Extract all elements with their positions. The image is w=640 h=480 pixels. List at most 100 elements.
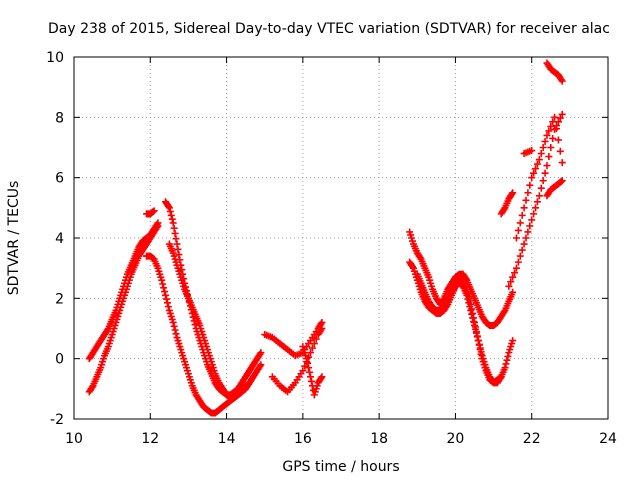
series-trace-h <box>299 343 326 399</box>
data-point <box>470 318 478 326</box>
data-point <box>154 219 162 227</box>
data-point <box>474 337 482 345</box>
data-point <box>502 360 510 368</box>
data-point <box>169 318 177 326</box>
data-point <box>476 344 484 352</box>
data-point <box>528 216 536 224</box>
data-point <box>318 318 326 326</box>
data-point <box>539 177 547 185</box>
series-trace-m <box>505 110 566 290</box>
data-point <box>170 224 178 232</box>
data-point <box>551 113 559 121</box>
series-trace-g <box>268 325 326 396</box>
data-point <box>256 350 264 358</box>
data-point <box>539 144 547 151</box>
y-tick-label: -2 <box>50 412 64 428</box>
data-point <box>501 364 509 372</box>
series-trace-e <box>165 240 250 402</box>
data-point <box>520 204 528 212</box>
x-tick-label: 20 <box>447 431 465 447</box>
data-point <box>318 373 326 381</box>
data-point <box>547 144 555 151</box>
data-point <box>241 383 249 391</box>
data-point <box>545 153 553 161</box>
data-point <box>475 340 483 348</box>
data-point <box>299 367 307 375</box>
data-point <box>537 184 545 192</box>
data-point <box>558 177 566 185</box>
data-point <box>533 160 541 168</box>
y-tick-label: 6 <box>55 171 64 187</box>
data-point <box>528 174 536 182</box>
data-point <box>306 373 314 381</box>
data-point <box>159 280 167 288</box>
data-point <box>537 150 545 158</box>
data-point <box>500 308 508 316</box>
data-point <box>477 348 485 356</box>
data-point <box>317 326 325 334</box>
x-tick-label: 22 <box>523 431 541 447</box>
data-point <box>528 147 536 155</box>
data-point <box>158 276 166 284</box>
data-point <box>162 295 170 303</box>
data-point <box>168 215 176 223</box>
data-point <box>508 190 516 198</box>
data-point <box>547 122 555 130</box>
data-point <box>543 162 551 170</box>
data-point <box>512 234 520 242</box>
y-tick-label: 4 <box>55 231 64 247</box>
data-point <box>88 383 96 391</box>
data-point <box>409 263 417 271</box>
data-point <box>530 210 538 218</box>
data-point <box>500 205 508 213</box>
x-tick-label: 24 <box>599 431 617 447</box>
data-point <box>317 320 325 328</box>
data-point <box>257 349 265 357</box>
data-points <box>85 59 566 417</box>
data-point <box>516 219 524 227</box>
data-point <box>173 240 181 248</box>
data-point <box>468 310 476 318</box>
data-point <box>514 226 522 234</box>
data-point <box>471 321 478 329</box>
series-trace-p <box>543 59 566 85</box>
data-point <box>467 306 475 314</box>
x-tick-label: 10 <box>65 431 83 447</box>
data-point <box>518 246 526 254</box>
x-axis-label: GPS time / hours <box>282 459 399 475</box>
data-point <box>496 374 504 382</box>
data-point <box>103 326 111 334</box>
data-point <box>532 165 540 173</box>
x-tick-label: 16 <box>294 431 312 447</box>
data-point <box>172 330 180 338</box>
data-point <box>549 134 557 142</box>
data-point <box>171 326 179 334</box>
data-point <box>518 211 526 219</box>
data-point <box>509 288 517 296</box>
data-point <box>256 362 264 370</box>
data-point <box>469 314 477 322</box>
data-point <box>472 329 480 337</box>
data-point <box>172 235 180 243</box>
series-trace-o <box>543 177 566 200</box>
data-point <box>503 356 511 364</box>
grid <box>74 57 608 419</box>
data-point <box>512 264 520 272</box>
data-point <box>526 222 534 230</box>
data-point <box>170 322 178 330</box>
data-point <box>175 251 183 259</box>
data-point <box>166 208 174 216</box>
x-tick-label: 12 <box>141 431 159 447</box>
data-point <box>514 258 522 266</box>
series-trace-k <box>413 270 517 387</box>
data-point <box>526 181 534 189</box>
data-point <box>520 240 528 248</box>
data-point <box>509 273 517 281</box>
data-point <box>522 196 530 204</box>
data-point <box>516 252 524 260</box>
data-point <box>464 295 472 303</box>
data-point <box>174 245 182 253</box>
series-trace-b <box>85 219 162 363</box>
